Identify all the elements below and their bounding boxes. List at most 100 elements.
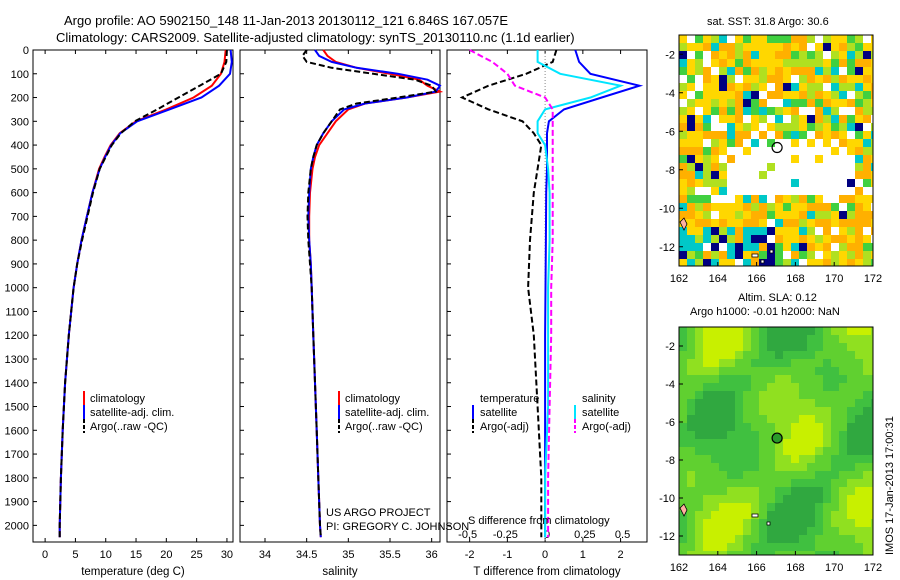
map-cell: [687, 327, 695, 335]
map-cell: [855, 187, 863, 195]
map-cell: [783, 155, 791, 163]
map-cell: [799, 503, 807, 511]
map-cell: [719, 155, 727, 163]
map-cell: [807, 399, 815, 407]
map-cell: [703, 343, 711, 351]
map-cell: [767, 163, 775, 171]
map-cell: [815, 91, 823, 99]
map-cell: [711, 227, 719, 235]
s-tick-label: 0.5: [615, 529, 630, 541]
map-cell: [679, 463, 687, 471]
map-cell: [719, 35, 727, 43]
map-cell: [807, 503, 815, 511]
map-cell: [687, 535, 695, 543]
x-tick-label: 0: [542, 549, 548, 561]
map-cell: [791, 235, 799, 243]
map-cell: [719, 543, 727, 551]
s-tick-label: -0.5: [458, 529, 477, 541]
map-cell: [767, 51, 775, 59]
map-cell: [863, 235, 871, 243]
map-cell: [839, 251, 847, 259]
map-cell: [687, 123, 695, 131]
lat-tick-label: -4: [665, 379, 675, 391]
map-cell: [679, 431, 687, 439]
map-cell: [703, 423, 711, 431]
map-cell: [839, 439, 847, 447]
map-cell: [799, 35, 807, 43]
map-cell: [871, 179, 873, 187]
map-cell: [679, 343, 687, 351]
map-cell: [727, 447, 735, 455]
map-cell: [703, 91, 711, 99]
map-cell: [703, 415, 711, 423]
map-cell: [807, 439, 815, 447]
map-cell: [687, 511, 695, 519]
map-cell: [863, 487, 871, 495]
series-line-t-satellite: [544, 49, 644, 538]
map-cell: [679, 383, 687, 391]
map-cell: [831, 139, 839, 147]
map-cell: [847, 187, 855, 195]
map-cell: [839, 431, 847, 439]
map-cell: [815, 535, 823, 543]
map-cell: [767, 123, 775, 131]
map-cell: [791, 527, 799, 535]
map-cell: [751, 431, 759, 439]
map-cell: [687, 99, 695, 107]
map-cell: [855, 519, 863, 527]
map-cell: [863, 91, 871, 99]
map-cell: [823, 479, 831, 487]
map-cell: [791, 503, 799, 511]
map-cell: [727, 131, 735, 139]
map-cell: [783, 235, 791, 243]
map-cell: [871, 519, 873, 527]
map-cell: [695, 227, 703, 235]
map-cell: [703, 67, 711, 75]
map-cell: [735, 431, 743, 439]
map-cell: [855, 383, 863, 391]
map-cell: [855, 511, 863, 519]
map-cell: [703, 107, 711, 115]
map-cell: [807, 187, 815, 195]
map-cell: [839, 391, 847, 399]
map-cell: [839, 179, 847, 187]
map-cell: [791, 351, 799, 359]
map-cell: [759, 367, 767, 375]
map-cell: [735, 235, 743, 243]
map-cell: [791, 179, 799, 187]
map-cell: [727, 51, 735, 59]
map-cell: [815, 171, 823, 179]
map-cell: [807, 535, 815, 543]
map-cell: [807, 195, 815, 203]
map-cell: [807, 463, 815, 471]
map-cell: [727, 431, 735, 439]
map-cell: [703, 511, 711, 519]
map-cell: [815, 251, 823, 259]
map-cell: [703, 335, 711, 343]
map-cell: [831, 179, 839, 187]
map-cell: [839, 91, 847, 99]
difference-series: [459, 49, 644, 538]
map-cell: [679, 407, 687, 415]
map-cell: [719, 131, 727, 139]
map-cell: [783, 123, 791, 131]
map-cell: [783, 35, 791, 43]
map-cell: [815, 503, 823, 511]
map-cell: [775, 107, 783, 115]
map-cell: [751, 107, 759, 115]
map-cell: [815, 415, 823, 423]
y-tick-label: 1700: [5, 449, 29, 461]
map-cell: [751, 399, 759, 407]
map-cell: [815, 519, 823, 527]
map-cell: [703, 551, 711, 555]
map-cell: [871, 203, 873, 211]
map-cell: [767, 211, 775, 219]
map-cell: [871, 367, 873, 375]
temperature-profile-panel: 0100200300400500600700800900100011001200…: [5, 45, 234, 578]
map-cell: [871, 67, 873, 75]
map-cell: [711, 99, 719, 107]
map-cell: [695, 455, 703, 463]
map-cell: [871, 171, 873, 179]
map-cell: [855, 359, 863, 367]
map-cell: [687, 35, 695, 43]
